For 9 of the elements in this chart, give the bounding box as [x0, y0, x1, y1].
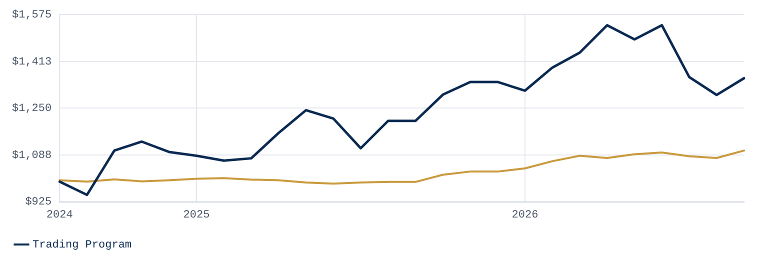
x-tick-label: 2024	[46, 209, 74, 222]
y-tick-label: $1,250	[12, 103, 52, 116]
y-tick-label: $1,088	[12, 150, 52, 162]
y-tick-label: $925	[25, 196, 52, 209]
y-tick-label: $1,413	[12, 56, 52, 68]
x-tick-label: 2026	[512, 209, 538, 222]
x-tick-label: 2025	[183, 209, 210, 222]
y-tick-label: $1,575	[12, 10, 52, 22]
legend-label: Trading Program	[32, 239, 132, 252]
